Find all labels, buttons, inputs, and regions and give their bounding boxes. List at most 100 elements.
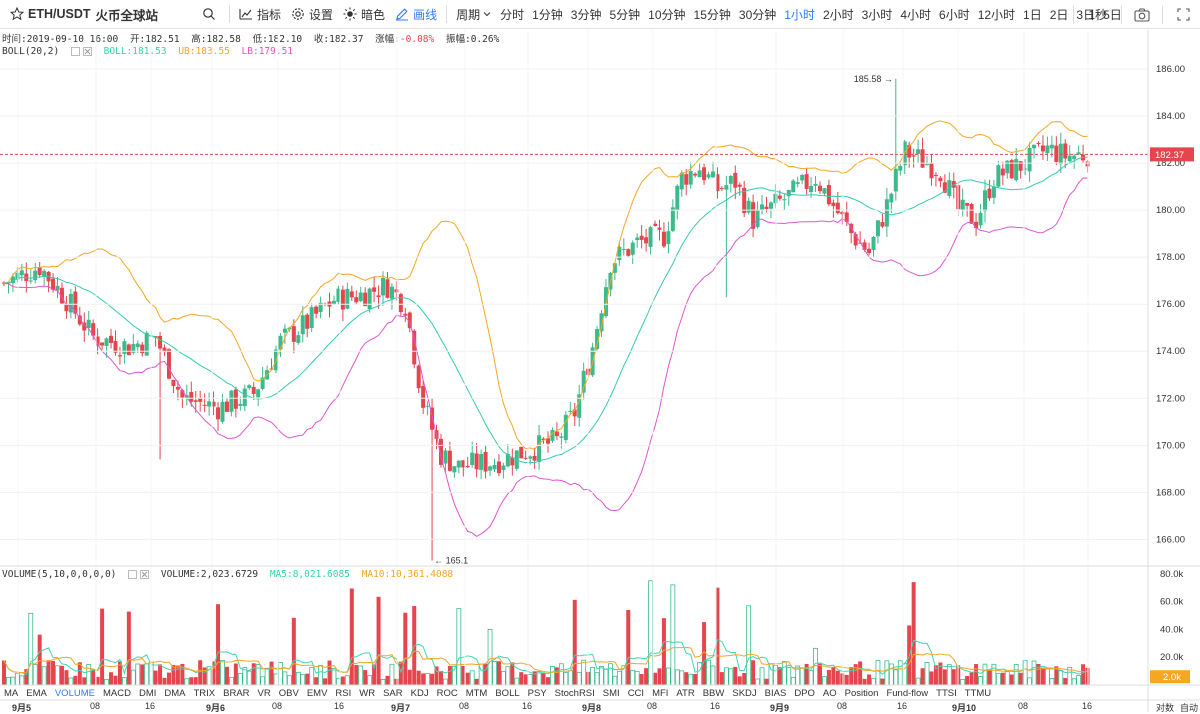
period-option[interactable]: 12小时 xyxy=(977,7,1016,22)
indicator-tab[interactable]: MFI xyxy=(652,687,669,699)
candle xyxy=(421,380,426,414)
candle xyxy=(1076,145,1081,156)
indicator-tab[interactable]: SKDJ xyxy=(732,687,757,699)
indicator-tab[interactable]: EMA xyxy=(26,687,47,699)
time-axis-label: 9月6 xyxy=(206,703,226,713)
indicator-tab[interactable]: TTSI xyxy=(936,687,957,699)
candle xyxy=(492,458,497,473)
period-option[interactable]: 1分钟 xyxy=(532,7,563,22)
indicator-tab[interactable]: BIAS xyxy=(764,687,787,699)
period-option[interactable]: 3小时 xyxy=(861,7,893,22)
indicator-tab[interactable]: DMA xyxy=(164,687,186,699)
period-option[interactable]: 2小时 xyxy=(822,7,854,22)
candle xyxy=(474,442,479,478)
volume-visibility-toggle[interactable] xyxy=(128,570,138,579)
indicator-tab[interactable]: SAR xyxy=(383,687,403,699)
indicator-tab[interactable]: AO xyxy=(822,687,837,699)
auto-scale-button[interactable]: 自动 xyxy=(1179,703,1198,713)
star-icon[interactable] xyxy=(10,7,24,21)
indicator-tab[interactable]: TRIX xyxy=(193,687,216,699)
period-option[interactable]: 5日 xyxy=(1103,7,1122,22)
volume-bar xyxy=(465,672,470,685)
draw-button[interactable]: 画线 xyxy=(390,0,442,29)
log-scale-button[interactable]: 对数 xyxy=(1155,703,1174,713)
indicator-tab[interactable]: Position xyxy=(844,687,879,699)
indicator-tab[interactable]: DMI xyxy=(138,687,157,699)
price-axis-label: 168.00 xyxy=(1156,487,1185,498)
candle xyxy=(216,401,221,431)
price-axis-label: 172.00 xyxy=(1156,393,1185,404)
volume-bar xyxy=(674,669,680,686)
high-field: 高:182.58 xyxy=(191,34,241,45)
period-option[interactable]: 5分钟 xyxy=(609,7,641,22)
price-axis-label: 178.00 xyxy=(1156,252,1185,263)
period-option[interactable]: 1小时 xyxy=(784,7,815,22)
volume-bar xyxy=(363,670,368,685)
volume-bar xyxy=(264,667,270,686)
indicator-tab[interactable]: RSI xyxy=(335,687,352,699)
indicator-tab[interactable]: WR xyxy=(359,687,376,699)
boll-visibility-toggle[interactable] xyxy=(70,47,80,56)
indicator-tab[interactable]: ATR xyxy=(676,687,695,699)
indicator-tab[interactable]: VR xyxy=(257,687,271,699)
draw-label: 画线 xyxy=(413,7,438,22)
time-axis-label: 16 xyxy=(897,701,908,711)
search-button[interactable] xyxy=(197,0,225,29)
indicator-tab[interactable]: CCI xyxy=(627,687,645,699)
volume-bar xyxy=(920,668,925,685)
indicator-tab[interactable]: BBW xyxy=(702,687,725,699)
period-option[interactable]: 30分钟 xyxy=(738,7,777,22)
indicators-button[interactable]: 指标 xyxy=(234,0,286,29)
indicator-tab[interactable]: Fund-flow xyxy=(886,687,929,699)
candle xyxy=(697,163,702,178)
indicator-tab[interactable]: BRAR xyxy=(223,687,250,699)
candle xyxy=(211,391,216,415)
period-option[interactable]: 分时 xyxy=(500,7,525,22)
candle xyxy=(661,222,666,249)
indicator-tab[interactable]: BOLL xyxy=(495,687,520,699)
volume-bar xyxy=(349,588,354,685)
indicator-tab[interactable]: TTMU xyxy=(964,687,992,699)
toolbar-divider xyxy=(1121,5,1122,24)
indicator-tab[interactable]: ROC xyxy=(436,687,458,699)
volume-bar xyxy=(665,667,671,686)
volume-bar xyxy=(808,670,814,686)
period-option[interactable]: 4小时 xyxy=(900,7,931,22)
indicator-tab[interactable]: StochRSI xyxy=(554,687,595,699)
settings-button[interactable]: 设置 xyxy=(286,0,338,29)
candle xyxy=(1014,148,1019,182)
indicator-tab[interactable]: EMV xyxy=(306,687,328,699)
indicator-tab[interactable]: OBV xyxy=(278,687,299,699)
theme-button[interactable]: 暗色 xyxy=(338,0,390,29)
period-option[interactable]: 3日 xyxy=(1076,7,1096,22)
boll-remove-icon[interactable] xyxy=(82,47,92,56)
period-option[interactable]: 1日 xyxy=(1023,7,1042,22)
indicator-tab[interactable]: VOLUME xyxy=(54,687,95,699)
screenshot-button[interactable] xyxy=(1126,0,1158,29)
indicator-tab[interactable]: SMI xyxy=(602,687,620,699)
candle xyxy=(822,187,827,197)
volume-bar xyxy=(884,660,890,686)
indicator-tab[interactable]: DPO xyxy=(794,687,815,699)
time-axis-label: 16 xyxy=(1082,701,1093,711)
volume-remove-icon[interactable] xyxy=(140,570,150,579)
indicator-tab[interactable]: MACD xyxy=(102,687,131,699)
period-option[interactable]: 10分钟 xyxy=(648,7,686,22)
period-dropdown[interactable]: 周期 xyxy=(451,0,496,29)
candle xyxy=(773,184,778,209)
period-option[interactable]: 6小时 xyxy=(939,7,970,22)
indicator-tab[interactable]: MA xyxy=(4,687,19,699)
candle xyxy=(550,427,555,443)
indicator-tab[interactable]: MTM xyxy=(465,687,488,699)
symbol-selector[interactable]: ETH/USDT 火币全球站 xyxy=(0,0,163,29)
fullscreen-button[interactable] xyxy=(1167,0,1200,29)
period-option[interactable]: 15分钟 xyxy=(693,7,731,22)
candle xyxy=(572,402,577,426)
top-toolbar: ETH/USDT 火币全球站 指标 设置 暗色 画线 周期 分时 1分钟 3分钟 5分… xyxy=(0,0,1200,29)
price-axis-label: 174.00 xyxy=(1156,346,1185,357)
indicator-tab[interactable]: PSY xyxy=(527,687,547,699)
indicator-tab[interactable]: KDJ xyxy=(410,687,429,699)
period-option[interactable]: 2日 xyxy=(1049,7,1069,22)
period-option[interactable]: 3分钟 xyxy=(570,7,602,22)
